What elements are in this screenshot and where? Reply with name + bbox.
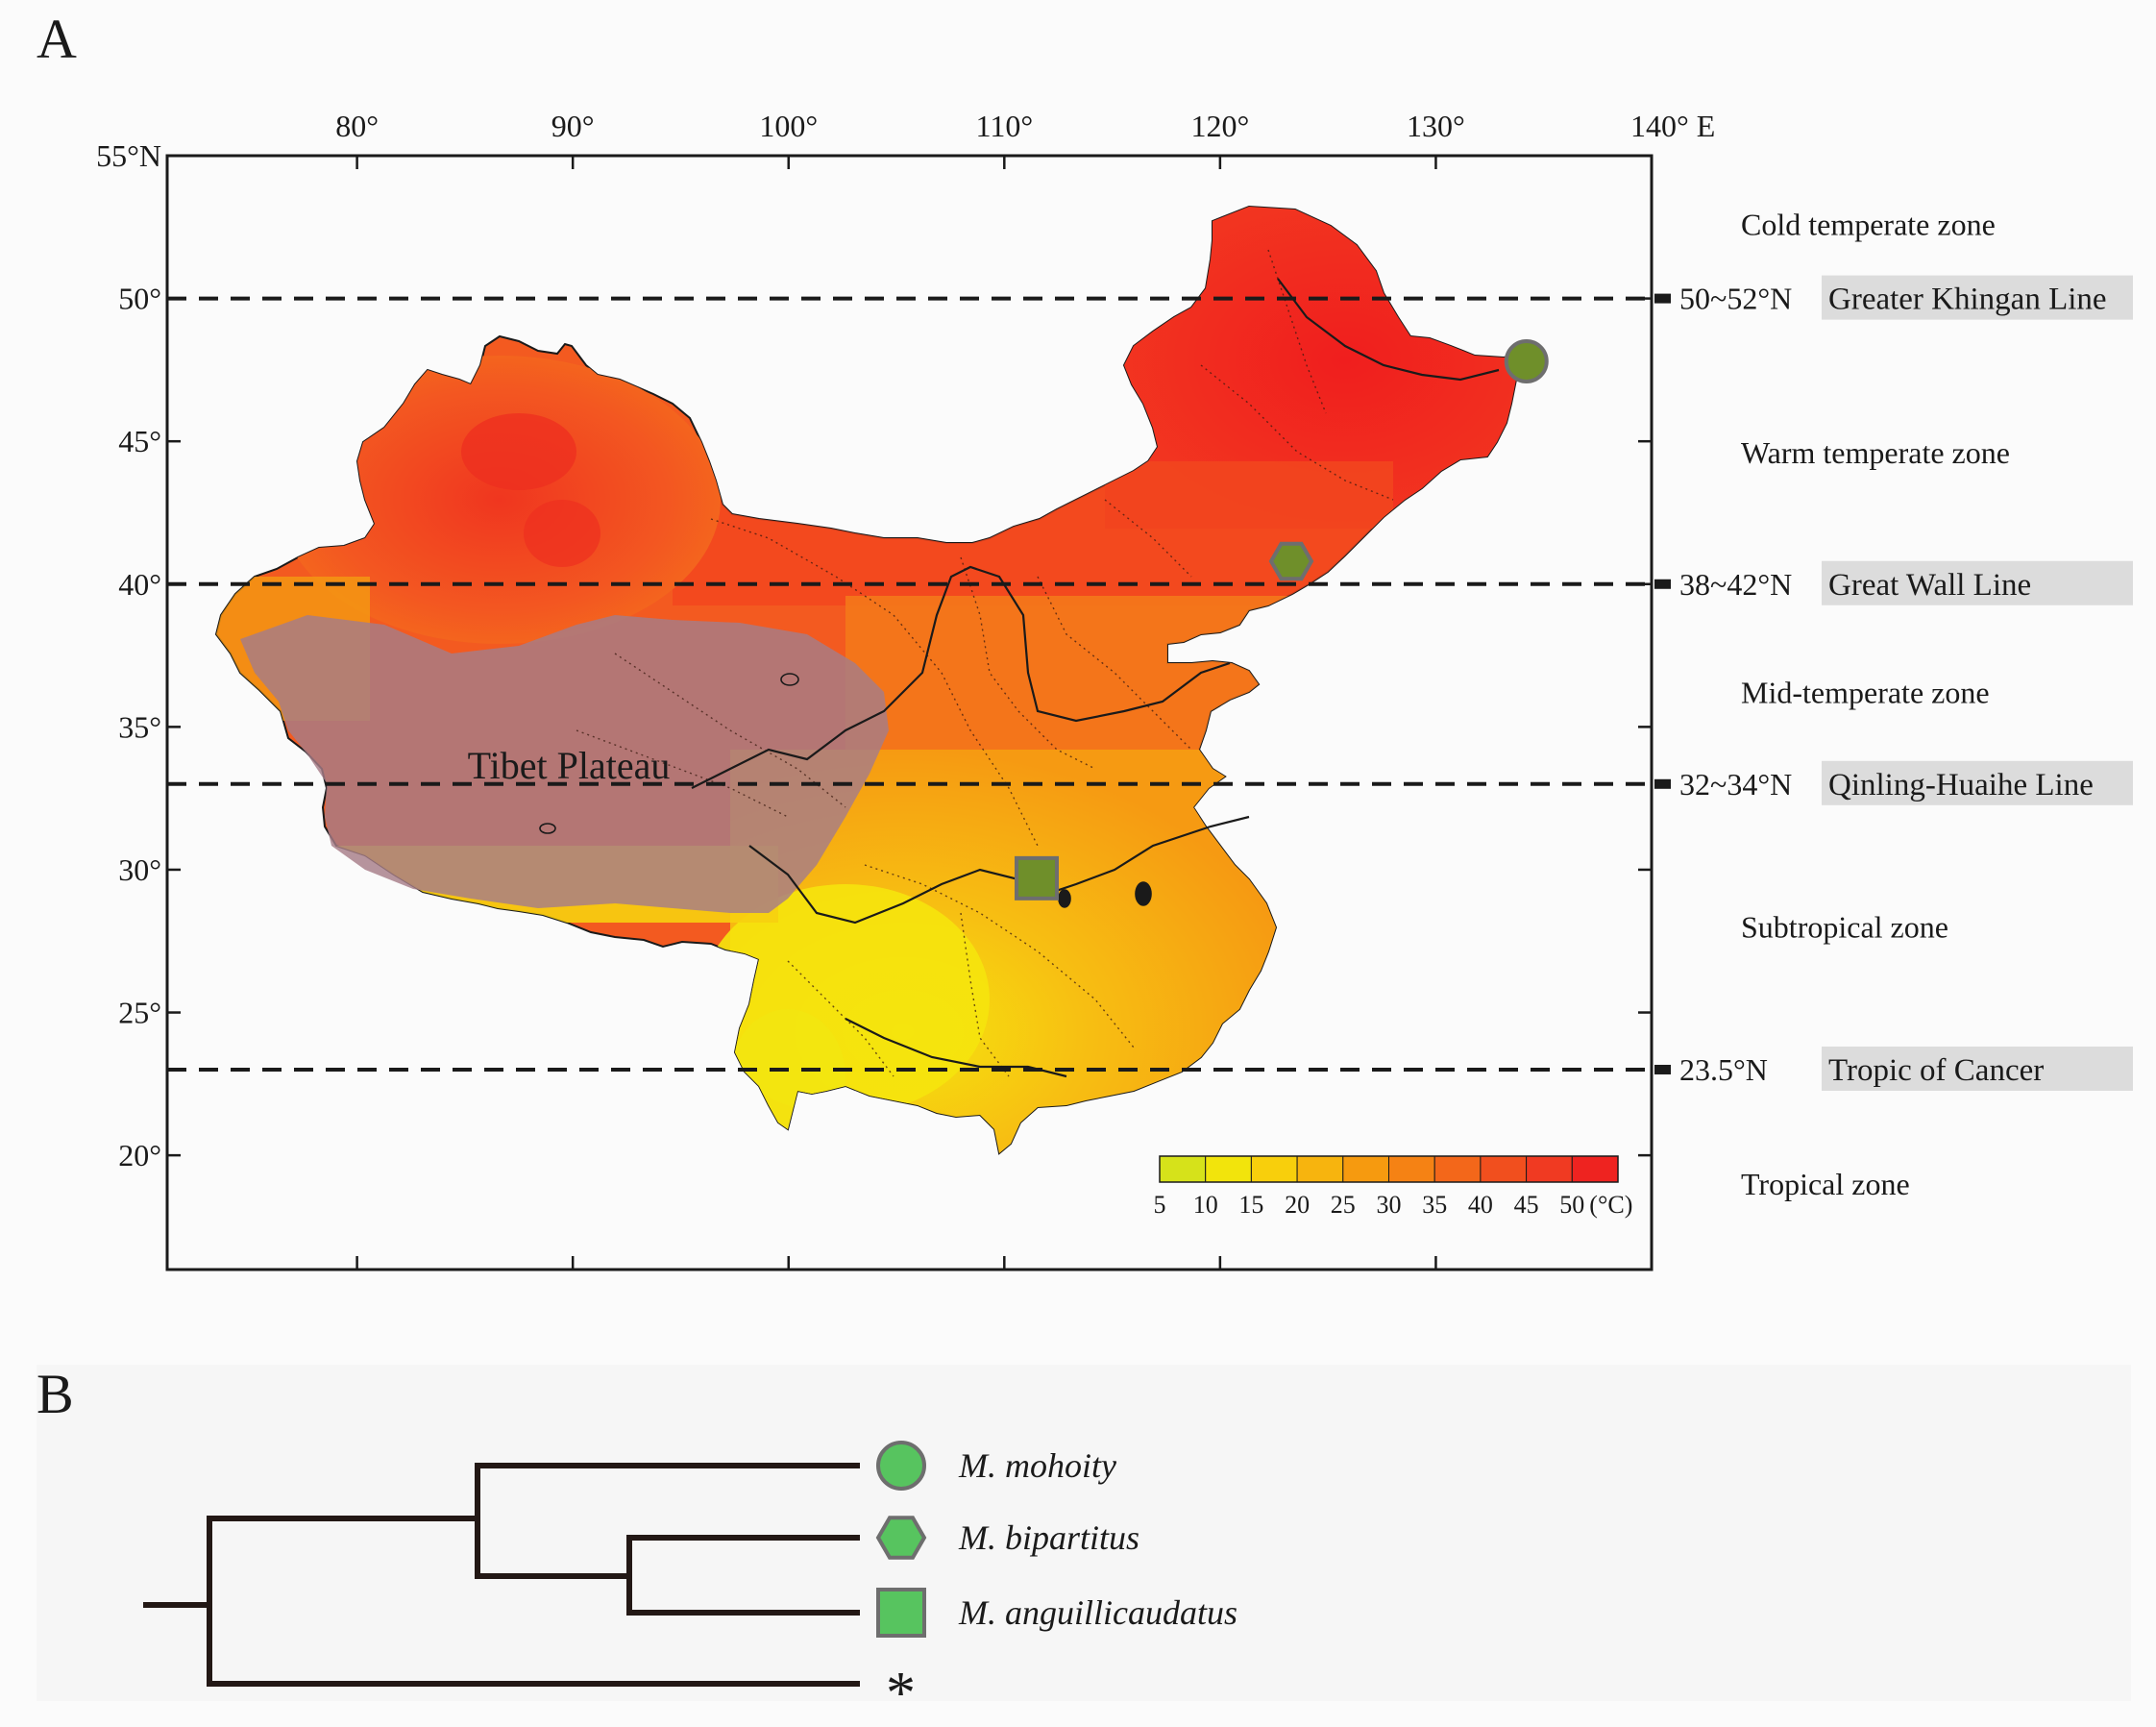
tree-tip-hexagon [875, 1516, 927, 1560]
boundary-name-label: Greater Khingan Line [1828, 283, 2107, 317]
panel-b-label: B [37, 1363, 74, 1425]
boundary-name-label: Great Wall Line [1828, 568, 2031, 603]
boundary-range-label: 32~34°N [1679, 767, 1792, 802]
map-marker-square [1014, 855, 1059, 901]
colorbar-segment [1250, 1155, 1298, 1183]
yellow-river [691, 565, 1231, 789]
phylogenetic-tree [143, 1463, 860, 1687]
zone-label: Cold temperate zone [1741, 207, 1996, 241]
colorbar-unit: (°C) [1589, 1191, 1632, 1219]
boundary-name-label: Qinling-Huaihe Line [1828, 768, 2094, 802]
colorbar-tick-label: 35 [1422, 1191, 1447, 1219]
latitude-axis: 55°N 50° 45° 40° 35° 30° 25° 20° [96, 138, 1652, 1172]
boundary-name-background [1822, 760, 2133, 805]
colorbar-tick-label: 40 [1468, 1191, 1493, 1219]
colorbar-frame [1159, 1155, 1619, 1183]
zone-label: Tropical zone [1741, 1167, 1910, 1201]
tree-tip-circle [876, 1441, 926, 1491]
colorbar-tick-label: 30 [1377, 1191, 1402, 1219]
lon-tick-label: 80° [335, 109, 379, 143]
boundary-range-label: 38~42°N [1679, 567, 1792, 602]
colorbar-tick-label: 5 [1154, 1191, 1166, 1219]
zone-labels: Cold temperate zone Warm temperate zone Mi… [1741, 207, 2010, 1201]
lakes [539, 673, 1152, 908]
boundary-name-background [1822, 275, 2133, 320]
boundary-line-marker [1654, 1064, 1671, 1074]
colorbar-segment [1526, 1155, 1573, 1183]
outgroup-asterisk: * [886, 1661, 916, 1726]
colorbar-segment [1342, 1155, 1390, 1183]
colorbar-tick-label: 50 [1559, 1191, 1584, 1219]
boundary-line-marker [1654, 778, 1671, 789]
lat-tick-label: 55°N [96, 138, 161, 173]
colorbar-segment [1296, 1155, 1344, 1183]
tree-tip-square [876, 1588, 926, 1638]
lon-tick-label: 140° E [1630, 109, 1715, 143]
river-northeast [1277, 278, 1500, 382]
lat-tick-label: 50° [118, 282, 161, 316]
lat-tick-label: 30° [118, 852, 161, 887]
boundary-range-label: 23.5°N [1679, 1052, 1768, 1087]
tree-tips: M. mohoity M. bipartitus M. anguillicaudat… [875, 1441, 1237, 1726]
plateau-label: Tibet Plateau [468, 744, 671, 787]
map-markers [1014, 338, 1549, 901]
lon-tick-label: 90° [551, 109, 595, 143]
temperature-colorbar: 5 10 15 20 25 30 35 40 45 50 (°C) [1154, 1155, 1632, 1219]
colorbar-tick-label: 15 [1238, 1191, 1263, 1219]
taxon-label: M. bipartitus [958, 1518, 1139, 1557]
zone-label: Warm temperate zone [1741, 435, 2010, 470]
lat-tick-label: 35° [118, 709, 161, 744]
map-marker-hexagon [1268, 541, 1314, 581]
panel-b-background [37, 1365, 2131, 1701]
longitude-axis: 80° 90° 100° 110° 120° 130° 140° E [335, 109, 1715, 1270]
lon-tick-label: 130° [1407, 109, 1465, 143]
colorbar-tick-label: 20 [1285, 1191, 1310, 1219]
colorbar-segment [1433, 1155, 1482, 1183]
tibet-plateau-overlay [240, 615, 889, 913]
colorbar-segment [1571, 1155, 1619, 1183]
lat-tick-label: 20° [118, 1138, 161, 1172]
map-marker-circle [1504, 338, 1549, 383]
boundary-name-background [1822, 1046, 2133, 1091]
boundary-range-label: 50~52°N [1679, 282, 1792, 316]
zone-label: Mid-temperate zone [1741, 676, 1990, 710]
lon-tick-label: 100° [759, 109, 818, 143]
colorbar-segment [1480, 1155, 1528, 1183]
boundary-name-label: Tropic of Cancer [1828, 1053, 2044, 1088]
lat-tick-label: 45° [118, 424, 161, 458]
boundary-name-background [1822, 560, 2133, 605]
colorbar-tick-label: 10 [1193, 1191, 1218, 1219]
lon-tick-label: 120° [1190, 109, 1249, 143]
colorbar-tick-label: 45 [1514, 1191, 1539, 1219]
zone-label: Subtropical zone [1741, 909, 1948, 944]
colorbar-tick-label: 25 [1331, 1191, 1356, 1219]
colorbar-segment [1159, 1155, 1207, 1183]
colorbar-segment [1388, 1155, 1435, 1183]
boundary-lines: 50~52°N Greater Khingan Line 38~42°N Great … [167, 275, 2133, 1091]
lat-tick-label: 40° [118, 567, 161, 602]
panel-a-label: A [37, 8, 77, 70]
boundary-line-marker [1654, 579, 1671, 589]
lon-tick-label: 110° [976, 109, 1034, 143]
taxon-label: M. mohoity [958, 1446, 1116, 1485]
colorbar-segment [1205, 1155, 1252, 1183]
lat-tick-label: 25° [118, 996, 161, 1030]
boundary-line-marker [1654, 293, 1671, 304]
taxon-label: M. anguillicaudatus [958, 1593, 1237, 1632]
